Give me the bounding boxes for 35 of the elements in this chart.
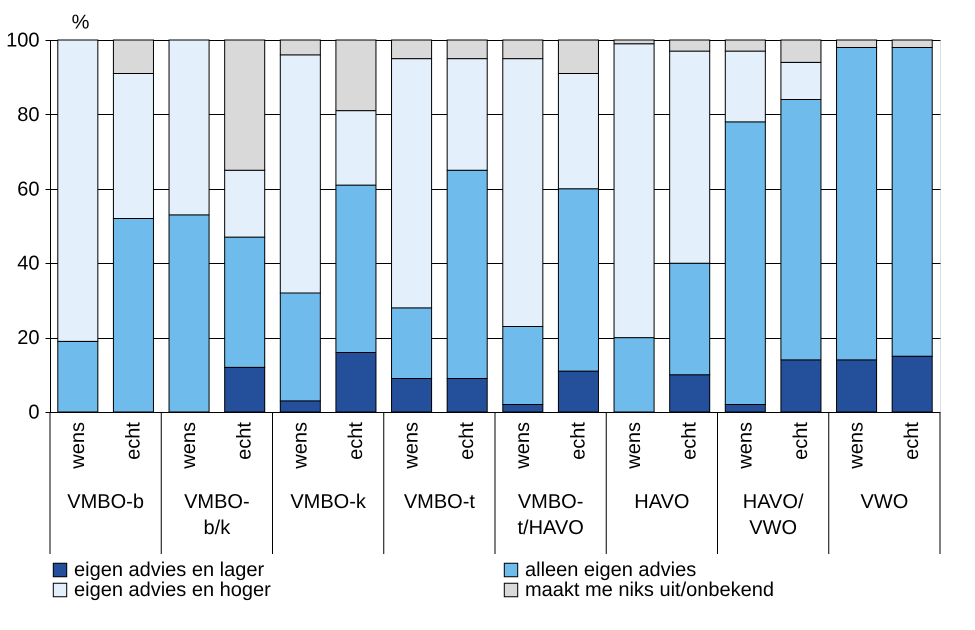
- text: VMBO-k: [290, 491, 367, 513]
- y-tick-label: 80: [17, 104, 40, 126]
- text: HAVO: [634, 491, 690, 513]
- text: VMBO-t/HAVO: [517, 491, 584, 539]
- y-tick-label: 40: [17, 252, 40, 275]
- y-axis-title: %: [72, 12, 90, 34]
- x-tick-label: wens: [846, 422, 868, 470]
- legend-label: eigen advies en lager: [74, 559, 264, 581]
- x-tick-label: echt: [344, 422, 367, 460]
- text: HAVO/VWO: [742, 491, 804, 539]
- legend-label: eigen advies en hoger: [74, 579, 272, 601]
- x-tick-label: wens: [400, 422, 423, 470]
- x-tick-label: echt: [678, 422, 701, 460]
- x-tick-label: echt: [901, 422, 924, 460]
- x-tick-label: wens: [623, 422, 646, 470]
- y-tick-label: 20: [17, 327, 40, 350]
- x-tick-label: echt: [790, 422, 812, 460]
- x-tick-label: wens: [66, 422, 89, 470]
- x-tick-label: wens: [734, 422, 756, 470]
- text: VWO: [860, 491, 908, 513]
- x-tick-label: wens: [289, 422, 312, 470]
- text: VMBO-b: [67, 491, 144, 513]
- x-tick-label: echt: [567, 422, 590, 460]
- y-tick-label: 100: [6, 30, 40, 52]
- x-tick-label: echt: [456, 422, 478, 460]
- x-tick-label: echt: [122, 422, 144, 460]
- legend-label: maakt me niks uit/onbekend: [525, 579, 774, 601]
- x-tick-label: wens: [178, 422, 200, 470]
- legend-label: alleen eigen advies: [525, 559, 696, 581]
- x-tick-label: wens: [512, 422, 534, 470]
- y-tick-label: 0: [28, 402, 40, 424]
- x-tick-label: echt: [234, 422, 256, 460]
- text: VMBO-b/k: [184, 491, 250, 539]
- text: VMBO-t: [404, 491, 476, 513]
- y-tick-label: 60: [17, 178, 40, 200]
